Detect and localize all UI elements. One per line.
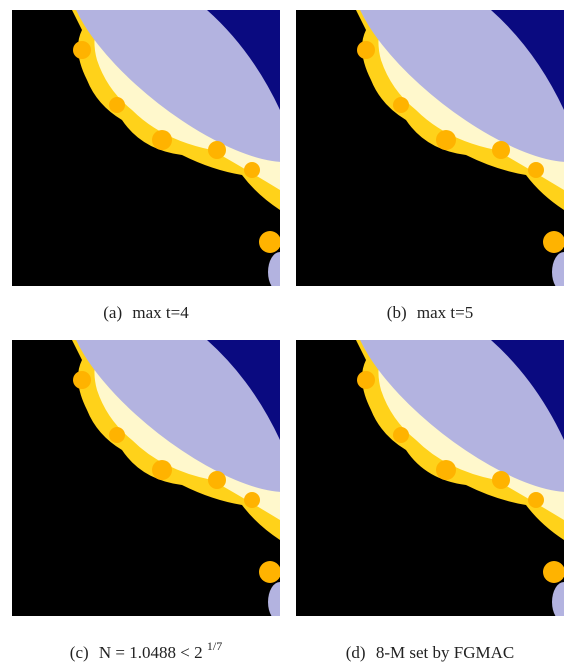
caption-text: max t=5 — [417, 303, 473, 322]
figure: (a) max t=4 (b) max t=5 (c) N = 1.0488 <… — [0, 0, 564, 668]
caption-label: (c) — [70, 643, 89, 662]
caption-text: 8-M set by FGMAC — [376, 643, 514, 662]
caption: (d) 8-M set by FGMAC — [346, 643, 514, 662]
fractal-image — [12, 0, 344, 292]
caption: (b) max t=5 — [387, 303, 473, 322]
fractal-image — [296, 0, 564, 292]
caption-superscript: 1/7 — [207, 639, 222, 653]
caption: (c) N = 1.0488 < 2 1/7 — [70, 639, 222, 662]
caption-label: (b) — [387, 303, 407, 322]
caption-label: (d) — [346, 643, 366, 662]
caption: (a) max t=4 — [103, 303, 189, 322]
caption-label: (a) — [103, 303, 122, 322]
caption-text: N = 1.0488 < 2 — [99, 643, 203, 662]
caption-text: max t=4 — [132, 303, 189, 322]
